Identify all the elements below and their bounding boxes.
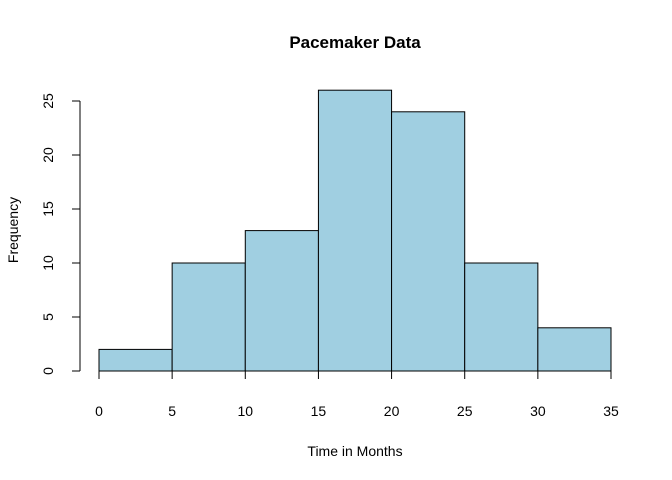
y-tick-label: 0 <box>40 367 56 375</box>
bars-group <box>98 89 612 372</box>
y-axis: 0 5 10 15 20 25 <box>40 93 81 375</box>
y-tick-label: 15 <box>40 201 56 217</box>
y-tick-label: 10 <box>40 255 56 271</box>
histogram-bar-10-15 <box>244 230 319 372</box>
x-axis-label: Time in Months <box>307 443 402 459</box>
x-tick-label: 10 <box>237 403 253 419</box>
x-tick-label: 0 <box>95 403 103 419</box>
x-tick-label: 5 <box>168 403 176 419</box>
x-tick-label: 35 <box>603 403 619 419</box>
x-axis: 0 5 10 15 20 25 30 35 <box>95 370 619 419</box>
histogram-bar-20-25 <box>391 111 466 372</box>
histogram-bar-0-5 <box>98 348 173 372</box>
histogram-bar-25-30 <box>464 262 539 372</box>
y-axis-label: Frequency <box>5 197 21 263</box>
x-tick-label: 15 <box>311 403 327 419</box>
y-tick-label: 25 <box>40 93 56 109</box>
x-tick-label: 30 <box>530 403 546 419</box>
histogram-bar-30-35 <box>537 327 612 372</box>
x-tick-label: 20 <box>384 403 400 419</box>
x-tick-label: 25 <box>457 403 473 419</box>
y-tick-label: 5 <box>40 313 56 321</box>
histogram-bar-5-10 <box>171 262 246 372</box>
chart-title: Pacemaker Data <box>289 33 421 52</box>
histogram-bar-15-20 <box>317 89 393 372</box>
y-tick-label: 20 <box>40 147 56 163</box>
